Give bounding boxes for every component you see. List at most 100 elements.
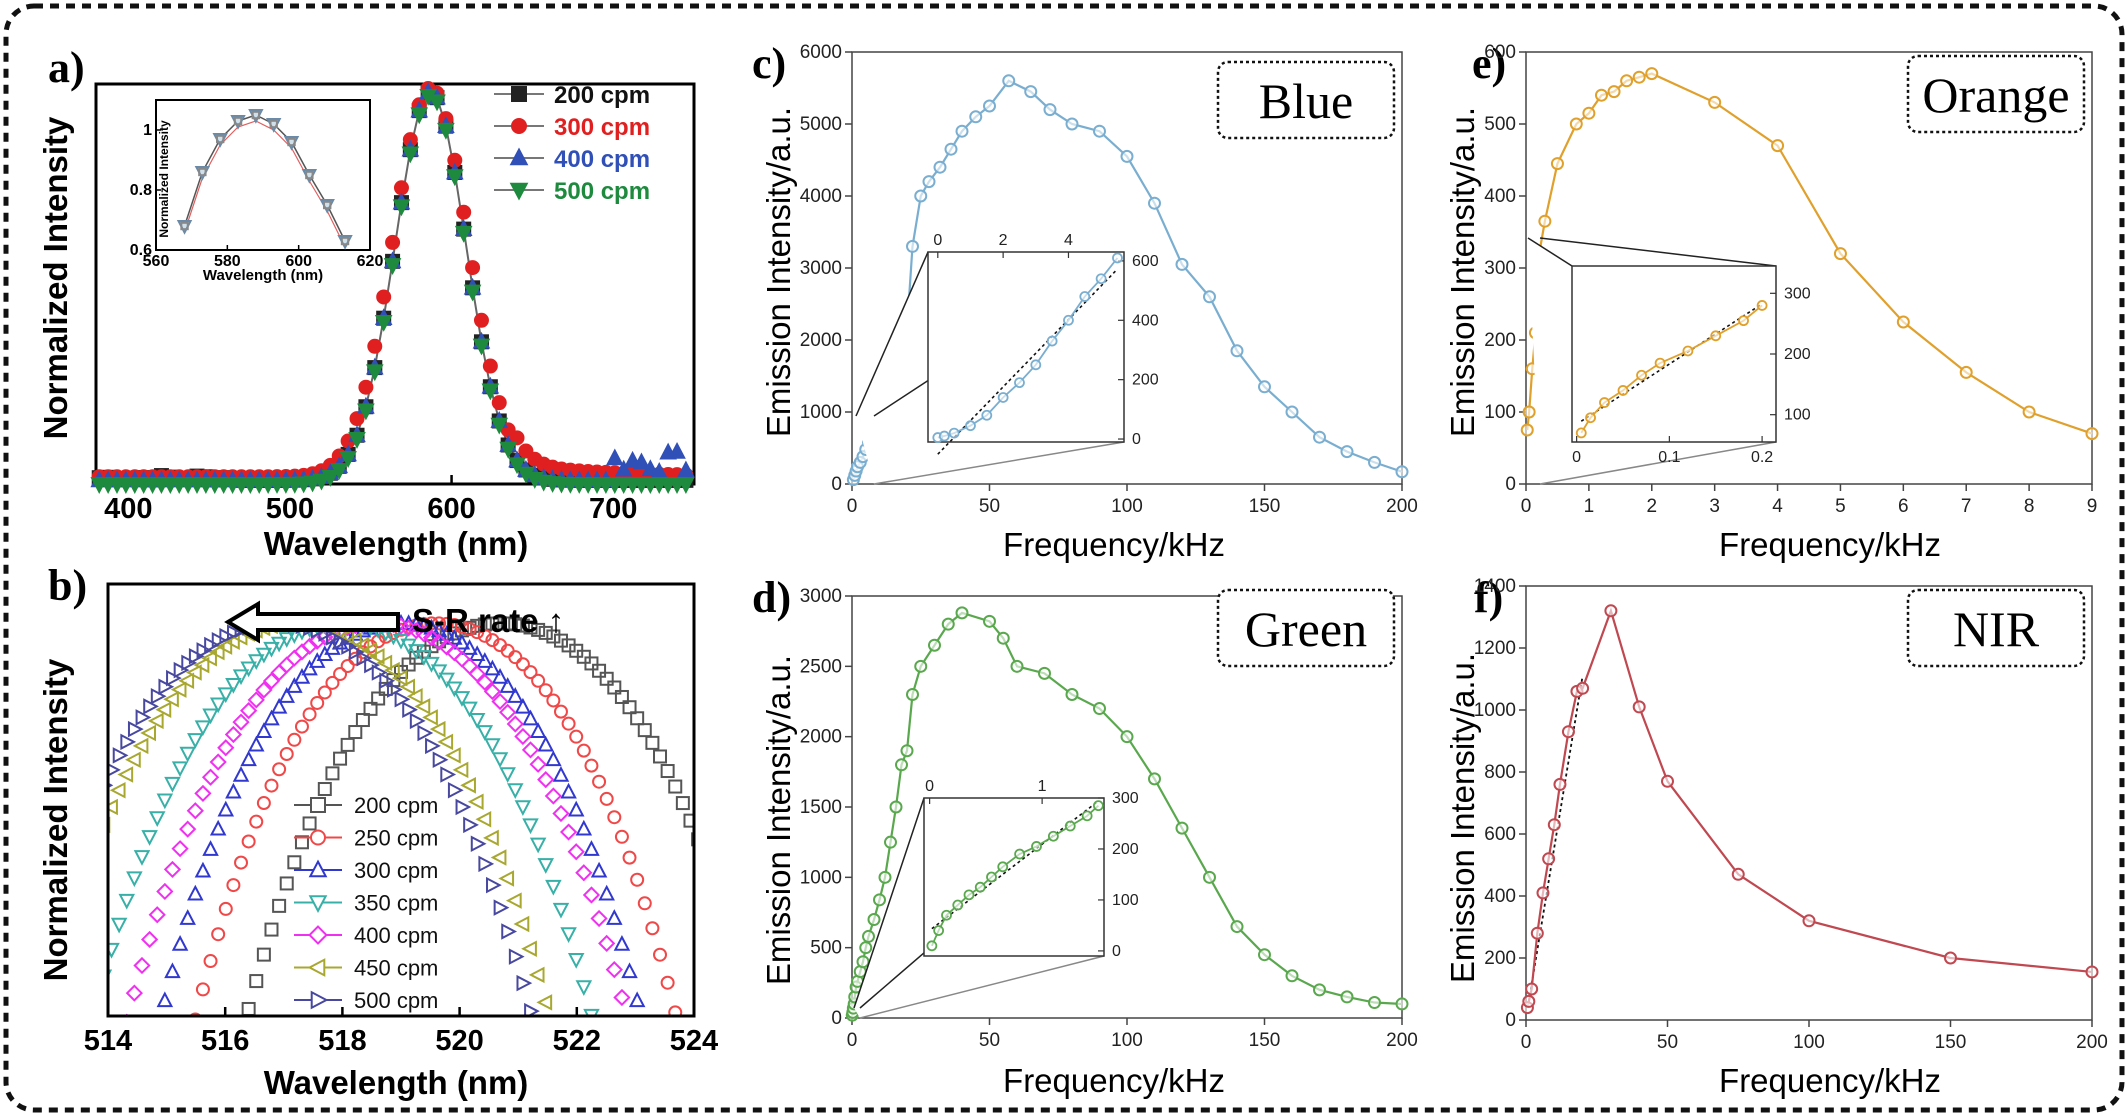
data-point	[583, 1008, 600, 1016]
panel-a-inset: 560 580 600 620 0.6 0.8 1 Wavelength (nm) Normal…	[130, 99, 383, 284]
data-point	[348, 432, 366, 449]
data-point	[331, 633, 349, 650]
data-point	[302, 707, 317, 722]
panel-d-label: d)	[752, 573, 791, 622]
plot-frame	[106, 582, 696, 1018]
data-point	[514, 697, 532, 714]
y-tick-label: 800	[1484, 762, 1516, 783]
data-point	[969, 110, 983, 124]
data-point	[560, 782, 577, 799]
data-point	[1542, 852, 1556, 866]
data-point	[361, 642, 377, 659]
data-point	[622, 1020, 636, 1034]
data-point	[1065, 687, 1079, 701]
data-point	[528, 966, 545, 984]
data-point	[481, 383, 500, 401]
y-tick-label: 0	[1505, 474, 1516, 495]
data-point	[507, 687, 524, 703]
data-point	[179, 746, 196, 763]
panel-c-ylabel: Emission Intensity/a.u.	[760, 107, 797, 437]
data-point	[204, 636, 220, 654]
data-point	[598, 934, 616, 952]
x-tick-label: 50	[979, 1030, 1000, 1051]
inset-data-point	[216, 134, 225, 144]
data-point	[1395, 465, 1409, 479]
y-tick-label: 600	[1484, 42, 1516, 63]
inset-data-point	[1617, 385, 1629, 396]
data-point	[1340, 445, 1354, 459]
inset-series-line	[183, 114, 346, 242]
data-point	[584, 656, 599, 671]
data-point	[218, 901, 233, 916]
data-point	[363, 701, 378, 716]
data-point	[170, 681, 187, 698]
inset-y-tick-label: 300	[1112, 790, 1139, 807]
inset-data-point	[1095, 273, 1107, 285]
data-point	[928, 638, 941, 652]
y-tick-label: 1000	[1474, 700, 1516, 721]
data-point	[216, 638, 233, 655]
data-point	[645, 921, 660, 936]
data-point	[895, 758, 908, 772]
legend-label: 300 cpm	[554, 114, 650, 141]
inset-data-point	[926, 940, 938, 952]
data-point	[873, 893, 886, 907]
data-point	[630, 1051, 644, 1065]
data-point	[357, 403, 375, 421]
data-point	[338, 627, 355, 645]
data-point	[356, 650, 373, 667]
data-point	[613, 988, 631, 1007]
x-tick-label: 600	[427, 493, 475, 525]
data-point	[878, 870, 892, 884]
data-point	[185, 664, 202, 681]
inset-y-tick-label: 0	[1112, 943, 1121, 960]
data-point	[453, 633, 471, 650]
panel-a-label: a)	[48, 43, 85, 92]
data-point	[143, 1057, 156, 1070]
data-point	[301, 659, 318, 676]
data-point	[188, 648, 205, 665]
data-point	[484, 659, 501, 676]
data-point	[392, 199, 411, 217]
data-point	[529, 722, 547, 738]
inset-data-point	[1014, 377, 1025, 389]
data-point	[576, 743, 591, 758]
data-point	[1771, 139, 1785, 153]
data-point	[1632, 70, 1646, 84]
data-point	[294, 835, 309, 850]
data-point	[217, 687, 235, 704]
data-point	[668, 1005, 683, 1016]
data-point	[393, 180, 409, 196]
data-point	[255, 722, 273, 738]
legend-label: 250 cpm	[354, 826, 438, 851]
data-point	[262, 672, 281, 690]
data-point	[1525, 982, 1539, 996]
panel-e-label: e)	[1472, 39, 1506, 88]
legend-marker	[308, 859, 328, 878]
data-point	[414, 698, 431, 715]
data-point	[224, 633, 240, 650]
inset-data-point	[997, 861, 1009, 873]
legend-marker	[509, 147, 529, 166]
data-point	[195, 982, 210, 997]
data-point	[446, 681, 463, 698]
data-point	[211, 632, 228, 649]
data-point	[486, 876, 502, 894]
data-point	[148, 811, 166, 828]
data-point	[523, 620, 538, 635]
data-point	[521, 940, 537, 957]
data-point	[677, 460, 695, 478]
data-point	[906, 687, 919, 701]
data-point	[186, 802, 204, 820]
inset-xlabel: Wavelength (nm)	[203, 267, 323, 284]
data-point	[437, 733, 454, 751]
data-point	[234, 855, 249, 870]
data-point	[287, 855, 302, 870]
data-point	[505, 892, 522, 909]
data-point	[462, 622, 477, 637]
data-point	[194, 784, 212, 803]
y-tick-label: 1000	[800, 867, 842, 888]
y-tick-label: 2000	[800, 727, 842, 748]
data-point	[476, 652, 494, 668]
data-point	[575, 980, 593, 996]
